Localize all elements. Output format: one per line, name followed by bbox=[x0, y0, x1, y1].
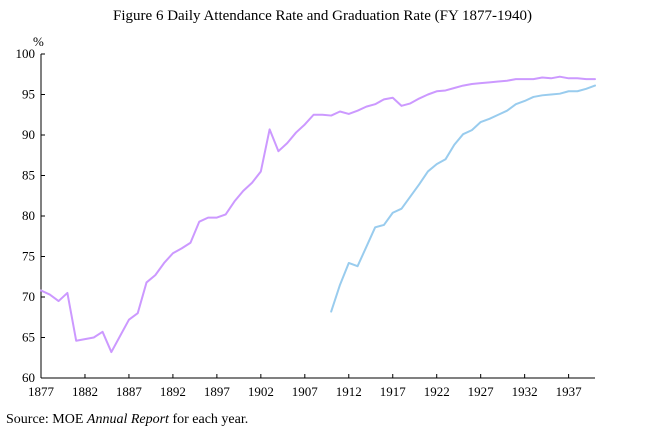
y-tick-label: 90 bbox=[22, 127, 35, 142]
x-tick-label: 1937 bbox=[556, 384, 583, 399]
y-tick-label: 85 bbox=[22, 168, 35, 183]
x-tick-label: 1902 bbox=[248, 384, 274, 399]
axes: % bbox=[33, 34, 595, 379]
y-axis-unit-label: % bbox=[33, 34, 44, 49]
x-tick-label: 1927 bbox=[468, 384, 495, 399]
series-line-1 bbox=[40, 75, 596, 354]
x-tick-label: 1922 bbox=[424, 384, 450, 399]
y-tick-label: 100 bbox=[16, 46, 36, 61]
x-tick-label: 1877 bbox=[28, 384, 55, 399]
y-tick-label: 75 bbox=[22, 249, 35, 264]
source-note: Source: MOE Annual Report for each year. bbox=[6, 412, 248, 428]
series-line-2 bbox=[330, 84, 596, 313]
y-tick-label: 80 bbox=[22, 208, 35, 223]
series bbox=[40, 75, 596, 354]
source-suffix: for each year. bbox=[168, 412, 249, 427]
x-tick-label: 1897 bbox=[204, 384, 231, 399]
x-tick-label: 1917 bbox=[380, 384, 407, 399]
source-report-title: Annual Report bbox=[86, 412, 169, 427]
x-tick-label: 1912 bbox=[336, 384, 362, 399]
line-chart: % 60 65 70 75 80 85 90 95 100 1877 1882 1887 1892 189… bbox=[16, 34, 596, 399]
x-tick-label: 1892 bbox=[160, 384, 186, 399]
chart-title: Figure 6 Daily Attendance Rate and Gradu… bbox=[113, 8, 532, 24]
source-prefix: Source: MOE bbox=[6, 412, 87, 427]
y-tick-label: 65 bbox=[22, 330, 35, 345]
x-tick-label: 1887 bbox=[116, 384, 143, 399]
y-tick-label: 60 bbox=[22, 370, 35, 385]
x-tick-label: 1882 bbox=[72, 384, 98, 399]
ticks: 60 65 70 75 80 85 90 95 100 1877 1882 1887 1892 1897 1… bbox=[16, 46, 583, 399]
x-tick-label: 1907 bbox=[292, 384, 319, 399]
y-tick-label: 95 bbox=[22, 87, 35, 102]
x-tick-label: 1932 bbox=[512, 384, 538, 399]
y-tick-label: 70 bbox=[22, 289, 35, 304]
